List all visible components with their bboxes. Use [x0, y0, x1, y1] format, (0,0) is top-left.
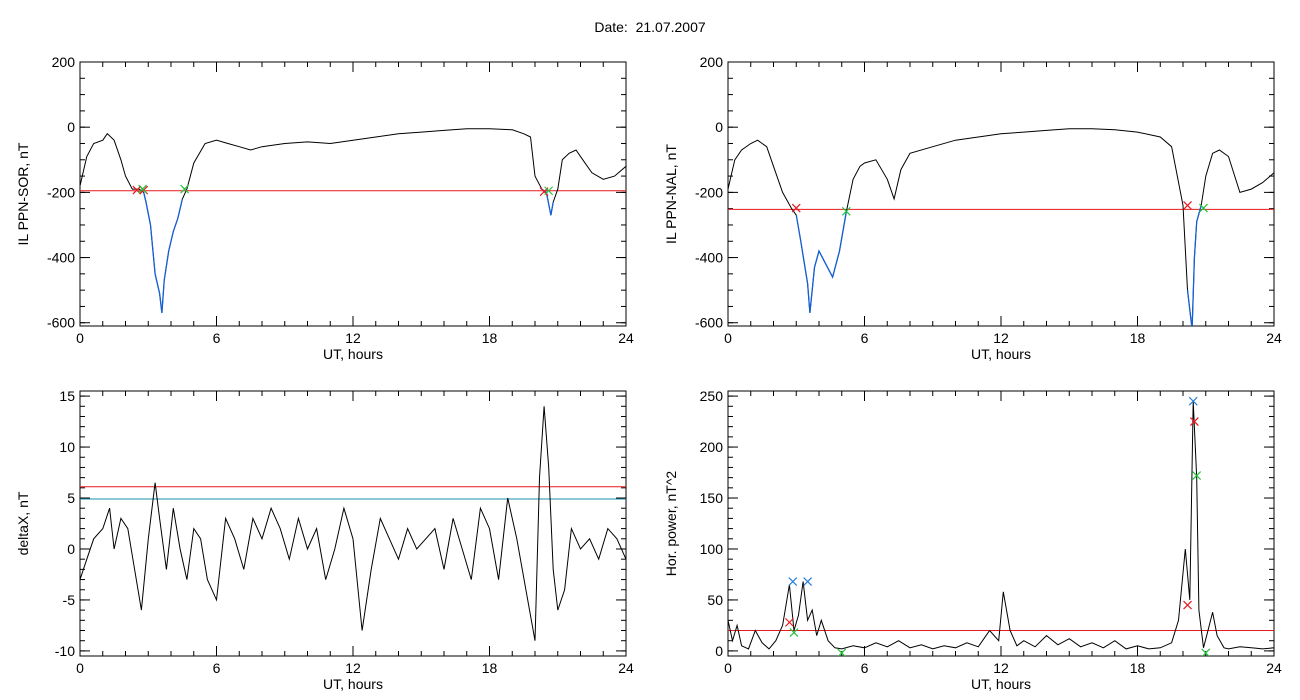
cross-marker — [789, 628, 799, 637]
x-tick-label: 0 — [76, 330, 84, 346]
cross-marker — [544, 186, 554, 196]
y-tick-label: 150 — [700, 490, 724, 506]
cross-marker — [1183, 600, 1192, 610]
x-tick-label: 0 — [76, 660, 84, 676]
x-tick-label: 0 — [724, 330, 732, 346]
x-tick-label: 24 — [618, 660, 634, 676]
y-tick-label: 100 — [700, 541, 724, 557]
x-tick-label: 12 — [345, 660, 361, 676]
plot-frame — [79, 61, 627, 327]
y-tick-label: 0 — [67, 119, 75, 135]
y-axis-label: IL PPN-NAL, nT — [663, 144, 679, 244]
x-tick-label: 12 — [993, 330, 1009, 346]
x-axis-label: UT, hours — [971, 676, 1031, 692]
x-tick-label: 18 — [482, 330, 498, 346]
y-tick-label: -200 — [695, 184, 723, 200]
x-tick-label: 18 — [1130, 330, 1146, 346]
panel-il-ppn-nal: 0 6 12 18 24 -600 -400 -200 0 200 UT, hours IL PPN-… — [663, 54, 1282, 362]
cross-marker — [841, 206, 851, 216]
data-layer — [728, 128, 1274, 326]
x-tick-label: 18 — [1130, 660, 1146, 676]
series-line — [80, 406, 626, 641]
y-tick-label: 200 — [700, 54, 724, 70]
x-tick-label: 6 — [213, 330, 221, 346]
cross-marker — [1199, 203, 1208, 213]
cross-marker — [803, 577, 813, 587]
highlight-segment — [795, 211, 847, 314]
y-tick-label: -5 — [63, 592, 76, 608]
y-tick-label: 0 — [715, 119, 723, 135]
cross-marker — [1183, 200, 1192, 210]
y-tick-label: 10 — [59, 439, 75, 455]
y-tick-label: -600 — [47, 315, 75, 331]
highlight-segment — [541, 188, 554, 216]
data-layer — [728, 396, 1274, 656]
cross-marker — [138, 184, 147, 194]
y-tick-label: -400 — [47, 250, 75, 266]
x-tick-label: 6 — [861, 660, 869, 676]
y-axis-label: IL PPN-SOR, nT — [15, 142, 31, 245]
panel-il-ppn-sor: 0 6 12 18 24 -600 -400 -200 0 200 UT, hours IL PPN-… — [15, 54, 634, 362]
y-tick-label: 0 — [67, 541, 75, 557]
y-tick-label: -600 — [695, 315, 723, 331]
x-tick-label: 6 — [213, 660, 221, 676]
y-tick-label: -400 — [695, 250, 723, 266]
series-line — [80, 128, 626, 314]
y-axis-label: Hor. power, nT^2 — [663, 471, 679, 577]
highlight-segment — [143, 192, 184, 314]
panel-hor-power: 0 6 12 18 24 0 50 100 150 200 250 UT, hours Hor. pow… — [663, 388, 1282, 692]
x-tick-label: 6 — [861, 330, 869, 346]
x-tick-label: 24 — [618, 330, 634, 346]
x-axis-label: UT, hours — [323, 346, 383, 362]
y-tick-label: 50 — [707, 592, 723, 608]
data-layer — [80, 128, 626, 314]
date-title: Date: 21.07.2007 — [594, 19, 706, 35]
data-layer — [80, 406, 626, 641]
y-tick-label: 200 — [700, 439, 724, 455]
cross-marker — [1189, 417, 1199, 427]
x-tick-label: 12 — [345, 330, 361, 346]
series-line — [728, 128, 1274, 326]
y-tick-label: 15 — [59, 388, 75, 404]
cross-marker — [1201, 648, 1211, 656]
y-axis-label: deltaX, nT — [15, 491, 31, 555]
cross-marker — [132, 185, 142, 195]
y-tick-label: 250 — [700, 388, 724, 404]
x-axis-label: UT, hours — [323, 676, 383, 692]
y-tick-label: 5 — [67, 490, 75, 506]
x-axis-label: UT, hours — [971, 346, 1031, 362]
x-tick-label: 0 — [724, 660, 732, 676]
cross-marker — [1192, 471, 1202, 481]
y-tick-label: 0 — [715, 643, 723, 659]
x-tick-label: 24 — [1266, 330, 1282, 346]
y-tick-label: 200 — [52, 54, 76, 70]
highlight-segment — [1186, 205, 1202, 326]
y-tick-label: -200 — [47, 184, 75, 200]
plot-frame — [727, 61, 1275, 327]
x-tick-label: 24 — [1266, 660, 1282, 676]
cross-marker — [788, 577, 798, 587]
cross-marker — [1188, 396, 1198, 406]
series-line — [728, 401, 1274, 650]
cross-marker — [837, 648, 847, 656]
panel-deltax: 0 6 12 18 24 -10 -5 0 5 10 15 UT, hours deltaX, nT — [15, 388, 634, 692]
cross-marker — [791, 203, 801, 213]
y-tick-label: -10 — [55, 643, 75, 659]
cross-marker — [180, 184, 190, 194]
plot-frame — [79, 390, 627, 657]
cross-marker — [785, 617, 794, 627]
x-tick-label: 12 — [993, 660, 1009, 676]
x-tick-label: 18 — [482, 660, 498, 676]
